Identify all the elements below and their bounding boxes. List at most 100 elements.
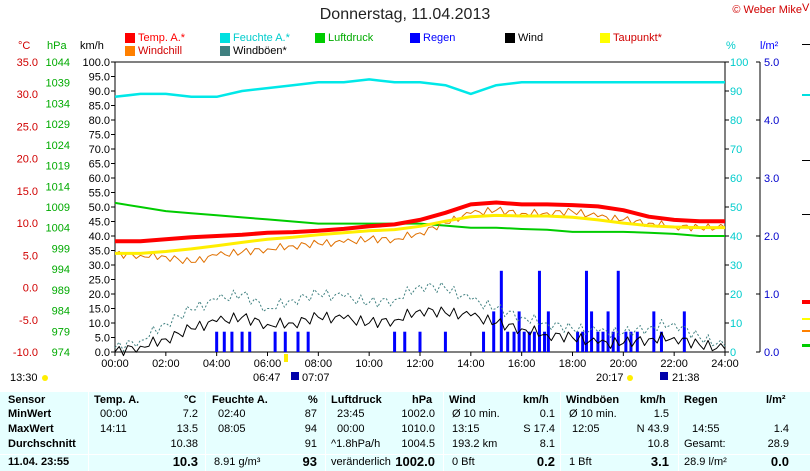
press-tick-label: 989 [52,285,70,297]
press-tick-label: 1019 [46,161,70,173]
temp-min-value: 7.2 [182,408,198,420]
rain-bar [543,331,547,352]
legend-label: Feuchte A.* [233,32,290,44]
legend-label: Windchill [138,45,183,57]
legend-label: Windböen* [233,45,287,57]
weather-chart: 35.0 30.0 25.0 20.0 15.0 10.0 5.0 0.0 -5.0 -10.0 1… [13,57,779,381]
row-label-avg: Durchschnitt [8,438,76,450]
legend-item-dewpoint: Taupunkt* [600,32,662,44]
divider [560,392,561,471]
side-mark [802,344,810,347]
rain-bar [581,331,585,352]
temp-tick-label: 10.0 [17,218,38,230]
press-header: Luftdruck [331,394,382,406]
side-mark: V [802,2,810,14]
legend-swatch [315,33,325,43]
rain-bar [443,331,447,352]
wind-header: Wind [449,394,476,406]
rain-header: Regen [684,394,718,406]
legend-swatch [600,33,610,43]
moonset-time: 07:07 [302,372,330,384]
rain-bar [506,331,510,352]
rain-tick-label: 2.0 [764,231,779,243]
gust-min-time: Ø 10 min. [569,408,617,420]
hum-tick-label: 0 [730,347,736,359]
temp-tick-label: -5.0 [19,315,38,327]
hum-tick-label: 30 [730,260,742,272]
x-tick-label: 04:00 [203,358,231,370]
hum-tick-label: 10 [730,318,742,330]
wind-unit: km/h [80,40,104,52]
rain-bar [606,311,610,352]
rain-tick-label: 0.0 [764,347,779,359]
row-label-current: 11.04. 23:55 [8,456,70,468]
wind-tick-label: 50.0 [89,202,110,214]
x-tick-label: 14:00 [457,358,485,370]
press-max-time: 00:00 [337,423,365,435]
temp-tick-label: 0.0 [23,283,38,295]
rain-bar [652,311,656,352]
rain-bar [482,331,486,352]
gust-max-time: 12:05 [572,423,600,435]
side-mark [802,94,810,96]
rain-bar [590,311,594,352]
rain-bar [616,270,620,352]
wind-min-value: 0.1 [539,408,555,420]
rain-bar [215,331,219,352]
divider [325,392,326,471]
wind-unit-header: km/h [523,394,549,406]
wind-max-time: 13:15 [452,423,480,435]
temp-min-time: 00:00 [100,408,128,420]
hum-tick-label: 80 [730,115,742,127]
sun-left-time: 13:30 [10,372,38,384]
side-mark [802,318,810,320]
legend-label: Regen [423,32,456,44]
moon-icon [291,372,299,380]
rain-max-time: 14:55 [692,423,720,435]
rain-bar [522,331,526,352]
press-tick-label: 1024 [46,140,70,152]
series-line [114,206,726,264]
rain-bar [512,331,516,352]
wind-avg-value: 8.1 [539,438,555,450]
wind-max-value: S 17.4 [523,423,555,435]
press-tick-label: 974 [52,347,70,359]
rain-current-value: 0.0 [770,454,789,469]
press-forecast: veränderlich [331,456,391,468]
legend-item-pressure: Luftdruck [315,32,373,44]
wind-tick-label: 45.0 [89,217,110,229]
wind-tick-label: 5.0 [95,333,110,345]
legend-item-windchill: Windchill [125,45,182,57]
rain-unit: l/m² [760,40,779,52]
sunrise-time: 06:47 [253,372,281,384]
wind-tick-label: 100.0 [82,57,110,69]
rain-bar [532,331,536,352]
series-line [114,281,726,352]
row-label-max: MaxWert [8,423,54,435]
temp-tick-label: 35.0 [17,57,38,69]
series-line [115,213,725,255]
press-min-value: 1002.0 [401,408,435,420]
rain-unit-header: l/m² [766,394,786,406]
rain-bar [273,331,277,352]
temp-current-value: 10.3 [172,454,198,469]
legend-label: Temp. A.* [138,32,186,44]
side-legend-strip: V [798,0,810,392]
side-mark [802,330,810,332]
moonrise-icon [660,372,668,380]
x-tick-label: 00:00 [101,358,129,370]
divider [88,392,89,471]
hum-avg-value: 91 [304,438,317,450]
sensor-header: Sensor [8,394,46,406]
press-tick-label: 984 [52,306,70,318]
press-unit: hPa [47,40,67,52]
rain-bar [418,331,422,352]
legend-swatch [220,46,230,56]
press-tick-label: 1014 [46,181,70,193]
hum-tick-label: 100 [730,57,748,69]
press-tick-label: 994 [52,264,70,276]
rain-bar [248,331,252,352]
rain-bar [624,331,628,352]
temp-unit-header: °C [184,394,197,406]
hum-tick-label: 50 [730,202,742,214]
